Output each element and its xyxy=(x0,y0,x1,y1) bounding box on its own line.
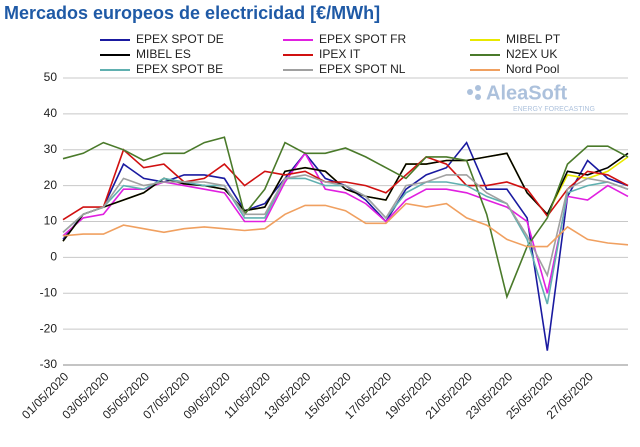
series-line xyxy=(62,174,629,278)
watermark-text: AleaSoft xyxy=(486,82,567,104)
legend-label: MIBEL PT xyxy=(506,32,561,46)
watermark-subtext: ENERGY FORECASTING xyxy=(513,106,595,113)
y-tick-label: -30 xyxy=(40,357,58,371)
legend-label: N2EX UK xyxy=(506,47,557,61)
y-tick-label: -10 xyxy=(40,285,58,299)
series-line xyxy=(62,136,629,300)
series-line xyxy=(62,151,629,294)
legend-label: Nord Pool xyxy=(506,62,559,76)
y-tick-label: 40 xyxy=(44,106,58,120)
y-tick-label: 50 xyxy=(44,70,58,84)
series-line xyxy=(62,177,629,305)
legend-label: EPEX SPOT NL xyxy=(319,62,406,76)
y-tick-label: -20 xyxy=(40,321,58,335)
legend-label: EPEX SPOT BE xyxy=(136,62,223,76)
y-tick-label: 10 xyxy=(44,214,58,228)
watermark: AleaSoft ENERGY FORECASTING xyxy=(467,82,595,113)
y-tick-label: 30 xyxy=(44,142,58,156)
series-line xyxy=(62,148,629,221)
legend-label: MIBEL ES xyxy=(136,47,191,61)
logo-dot xyxy=(475,94,481,100)
y-tick-label: 0 xyxy=(50,250,57,264)
chart-title: Mercados europeos de electricidad [€/MWh… xyxy=(4,3,380,23)
legend-label: EPEX SPOT DE xyxy=(136,32,224,46)
series-line xyxy=(62,202,629,248)
y-tick-label: 20 xyxy=(44,178,58,192)
legend-label: IPEX IT xyxy=(319,47,361,61)
logo-dot xyxy=(475,85,481,91)
legend-label: EPEX SPOT FR xyxy=(319,32,406,46)
logo-dot xyxy=(467,89,473,95)
